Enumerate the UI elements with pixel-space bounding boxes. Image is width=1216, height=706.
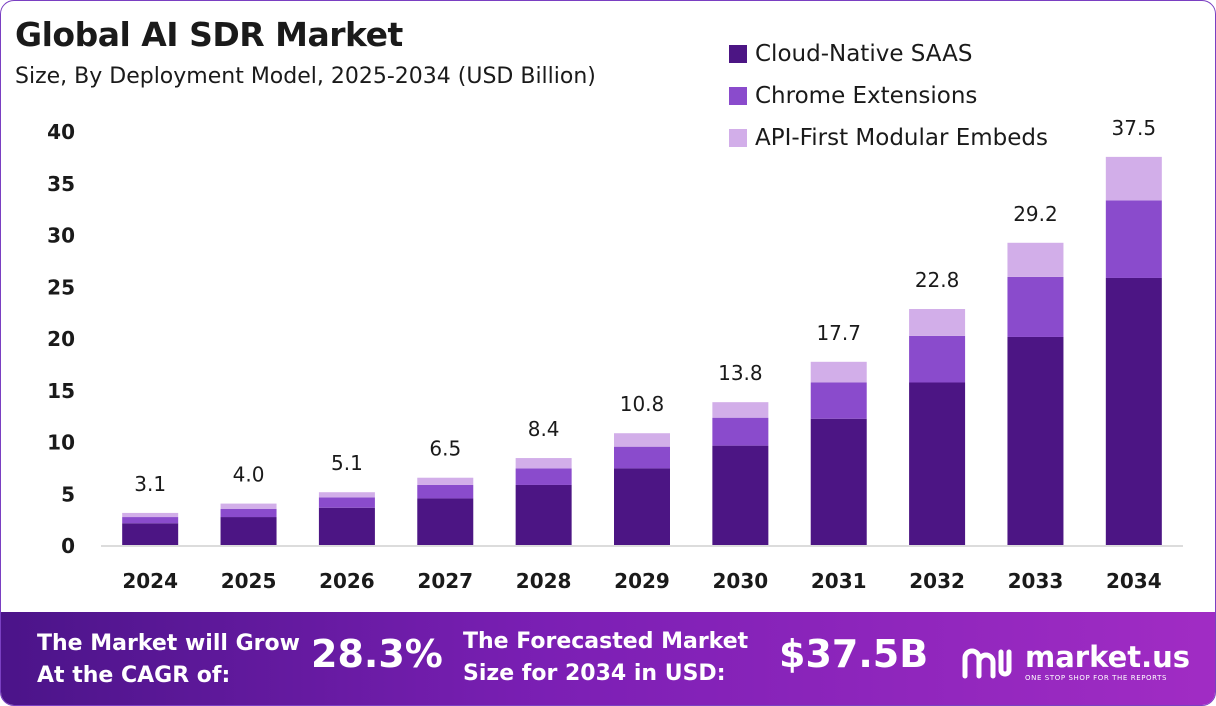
legend-item-api-first-modular-embeds: API-First Modular Embeds (729, 117, 1048, 159)
bar-chrome-extensions-2031 (810, 382, 867, 419)
total-label-2030: 13.8 (718, 361, 763, 385)
x-tick-label-2030: 2030 (713, 569, 769, 593)
total-label-2031: 17.7 (816, 321, 861, 345)
y-tick-label: 30 (47, 224, 75, 248)
cagr-label-line1: The Market will Grow (37, 631, 300, 656)
bar-api-first-modular-embeds-2033 (1007, 242, 1064, 277)
brand-tagline: ONE STOP SHOP FOR THE REPORTS (1025, 674, 1168, 682)
x-tick-label-2027: 2027 (417, 569, 473, 593)
bar-cloud-native-saas-2026 (318, 507, 375, 545)
bar-chrome-extensions-2025 (220, 508, 277, 518)
bar-chrome-extensions-2033 (1007, 276, 1064, 337)
bar-chrome-extensions-2026 (318, 497, 375, 508)
total-label-2034: 37.5 (1112, 116, 1157, 140)
total-label-2027: 6.5 (429, 437, 461, 461)
bar-cloud-native-saas-2031 (810, 418, 867, 545)
legend: Cloud-Native SAAS Chrome Extensions API-… (729, 33, 1048, 159)
legend-item-cloud-native-saas: Cloud-Native SAAS (729, 33, 1048, 75)
x-tick-label-2028: 2028 (516, 569, 572, 593)
legend-item-chrome-extensions: Chrome Extensions (729, 75, 1048, 117)
legend-label: API-First Modular Embeds (755, 125, 1049, 151)
x-tick-label-2025: 2025 (221, 569, 277, 593)
bar-chrome-extensions-2034 (1105, 200, 1162, 278)
legend-label: Cloud-Native SAAS (755, 41, 973, 67)
cagr-label: The Market will Grow At the CAGR of: (37, 628, 300, 692)
bar-cloud-native-saas-2024 (122, 523, 179, 545)
bar-api-first-modular-embeds-2024 (122, 512, 179, 518)
bar-chrome-extensions-2032 (909, 335, 966, 383)
y-tick-label: 25 (47, 275, 75, 299)
legend-swatch-chrome-extensions (729, 87, 747, 105)
y-tick-label: 5 (61, 482, 75, 506)
total-label-2029: 10.8 (620, 392, 665, 416)
brand-text: market.us ONE STOP SHOP FOR THE REPORTS (1025, 642, 1190, 682)
x-tick-label-2029: 2029 (614, 569, 670, 593)
bar-chrome-extensions-2024 (122, 517, 179, 524)
forecast-value: $37.5B (779, 632, 929, 676)
bar-cloud-native-saas-2030 (712, 445, 769, 545)
x-tick-label-2034: 2034 (1106, 569, 1162, 593)
x-tick-label-2026: 2026 (319, 569, 375, 593)
legend-label: Chrome Extensions (755, 83, 978, 109)
bar-api-first-modular-embeds-2029 (614, 433, 670, 447)
legend-swatch-api-first-modular-embeds (729, 129, 747, 147)
bar-cloud-native-saas-2032 (909, 382, 966, 545)
bar-api-first-modular-embeds-2027 (417, 477, 474, 485)
brand-logo: market.us ONE STOP SHOP FOR THE REPORTS (961, 642, 1190, 682)
chart-subtitle: Size, By Deployment Model, 2025-2034 (US… (15, 64, 596, 89)
bar-api-first-modular-embeds-2026 (318, 492, 375, 498)
legend-swatch-cloud-native-saas (729, 45, 747, 63)
total-label-2026: 5.1 (331, 451, 363, 475)
cagr-label-line2: At the CAGR of: (37, 663, 231, 688)
bar-api-first-modular-embeds-2025 (220, 503, 277, 509)
x-tick-label-2024: 2024 (122, 569, 178, 593)
total-label-2032: 22.8 (915, 268, 960, 292)
bar-api-first-modular-embeds-2031 (810, 361, 867, 383)
x-tick-label-2033: 2033 (1008, 569, 1064, 593)
total-label-2025: 4.0 (233, 463, 265, 487)
bar-chrome-extensions-2028 (515, 468, 572, 485)
bar-chrome-extensions-2027 (417, 484, 474, 499)
bar-cloud-native-saas-2033 (1007, 336, 1064, 545)
y-tick-label: 0 (61, 534, 75, 558)
bar-chart: 05101520253035403.120244.020255.120266.5… (47, 116, 1183, 593)
total-label-2028: 8.4 (528, 417, 560, 441)
x-tick-label-2032: 2032 (909, 569, 965, 593)
y-tick-label: 20 (47, 327, 75, 351)
bar-cloud-native-saas-2029 (614, 468, 670, 545)
total-label-2024: 3.1 (134, 472, 166, 496)
forecast-label-line2: Size for 2034 in USD: (463, 661, 726, 686)
bar-api-first-modular-embeds-2028 (515, 458, 572, 469)
bar-cloud-native-saas-2034 (1105, 277, 1162, 545)
bar-cloud-native-saas-2027 (417, 498, 474, 545)
bar-cloud-native-saas-2025 (220, 517, 277, 545)
x-tick-label-2031: 2031 (811, 569, 867, 593)
bar-cloud-native-saas-2028 (515, 484, 572, 545)
y-tick-label: 35 (47, 172, 75, 196)
brand-name: market.us (1025, 640, 1191, 674)
bar-api-first-modular-embeds-2032 (909, 309, 966, 336)
bar-chrome-extensions-2029 (614, 446, 670, 469)
cagr-value: 28.3% (311, 632, 443, 676)
y-tick-label: 10 (47, 431, 75, 455)
market-us-logo-icon (962, 648, 1012, 679)
chart-title: Global AI SDR Market (15, 15, 403, 54)
y-tick-label: 40 (47, 120, 75, 144)
bar-chrome-extensions-2030 (712, 417, 769, 446)
bar-api-first-modular-embeds-2034 (1105, 156, 1162, 201)
total-label-2033: 29.2 (1013, 202, 1058, 226)
forecast-label-line1: The Forecasted Market (463, 629, 749, 654)
bar-api-first-modular-embeds-2030 (712, 402, 769, 418)
forecast-label: The Forecasted Market Size for 2034 in U… (463, 626, 748, 690)
footer-banner: The Market will Grow At the CAGR of: 28.… (1, 612, 1215, 705)
y-tick-label: 15 (47, 379, 75, 403)
